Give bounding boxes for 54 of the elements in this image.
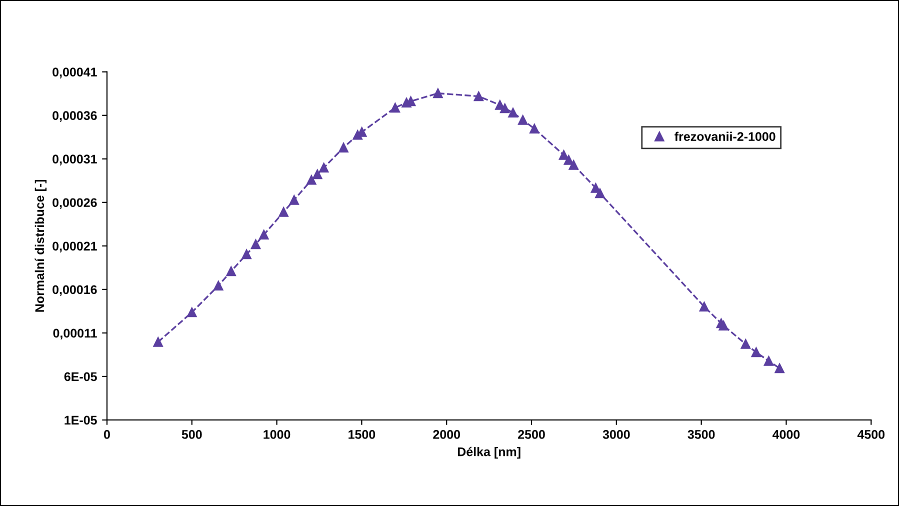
y-tick-label: 0,00021	[52, 242, 97, 252]
point	[590, 183, 601, 193]
point	[518, 115, 528, 125]
x-tick-label: 4000	[772, 430, 800, 439]
y-tick-label: 0,00031	[52, 154, 97, 166]
point	[508, 108, 518, 118]
point	[718, 320, 728, 330]
point	[764, 356, 774, 366]
x-tick-label: 500	[182, 430, 202, 439]
point	[751, 347, 762, 358]
point	[214, 280, 224, 291]
point	[306, 175, 316, 185]
x-tick-label: 2500	[518, 430, 545, 439]
x-tick-label: 2000	[433, 430, 460, 439]
x-tick-label: 3500	[688, 430, 715, 439]
legend-label: frezovanii-2-1000	[674, 132, 776, 141]
point	[774, 363, 784, 374]
point	[595, 188, 605, 198]
point	[564, 155, 574, 165]
x-tick-label: 1000	[264, 430, 290, 439]
point	[740, 339, 750, 349]
x-axis-title: Délka [nm]	[458, 446, 520, 459]
point	[289, 195, 299, 205]
y-tick-label: 0,00011	[53, 328, 97, 340]
point	[500, 103, 510, 114]
point	[558, 150, 569, 160]
point	[153, 337, 163, 347]
x-tick-label: 1500	[348, 430, 376, 439]
point	[242, 249, 252, 260]
point	[259, 230, 269, 240]
point	[278, 207, 288, 217]
x-tick-label: 3000	[602, 430, 630, 439]
point	[250, 239, 261, 250]
point	[433, 88, 443, 98]
x-tick-label: 4500	[857, 430, 885, 439]
y-tick-label: 0,00026	[52, 198, 97, 209]
point	[699, 302, 710, 312]
point	[187, 307, 197, 318]
point	[226, 266, 236, 276]
point	[338, 142, 348, 153]
y-tick-label: 0,00016	[52, 285, 97, 296]
y-axis-title: Normalní distribuce [-]	[34, 180, 47, 312]
y-tick-label: 0,00041	[52, 68, 97, 78]
y-tick-label: 0,00036	[52, 111, 97, 122]
y-tick-label: 1E-05	[64, 416, 97, 425]
point	[474, 91, 484, 102]
point	[312, 169, 322, 180]
point	[568, 160, 578, 170]
y-tick-label: 6E-05	[64, 372, 97, 382]
point	[495, 100, 505, 110]
point	[390, 102, 400, 113]
point	[530, 124, 540, 134]
point	[318, 162, 329, 173]
x-tick-label: 0	[104, 430, 110, 439]
